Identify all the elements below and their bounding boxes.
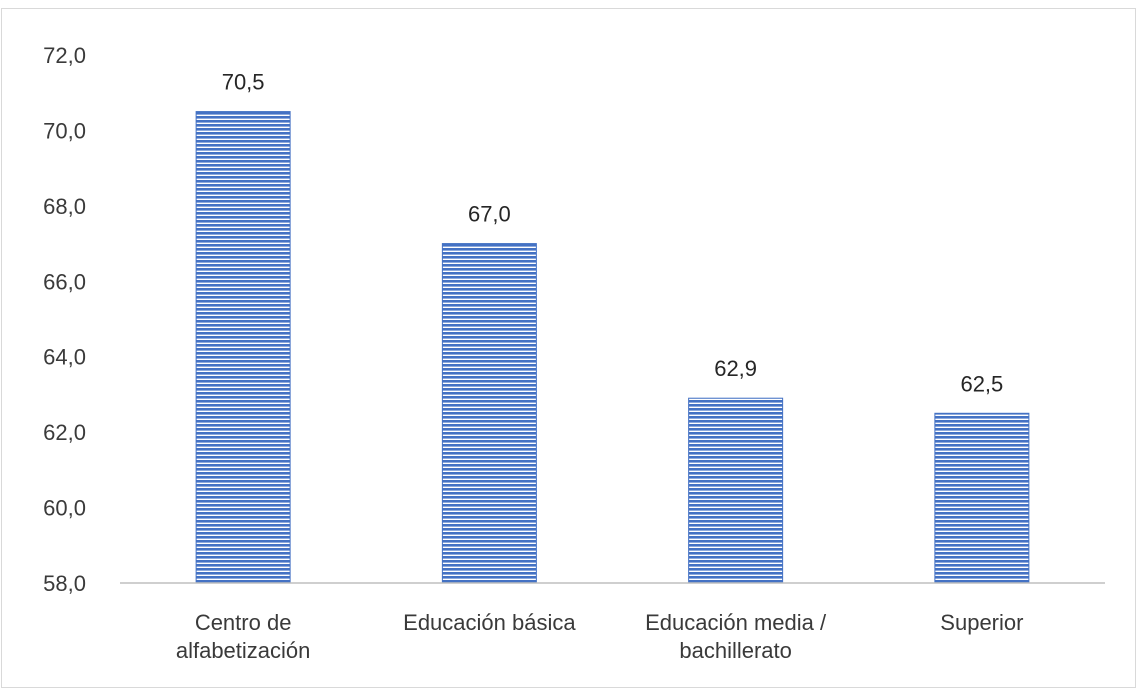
x-tick-label-line: Educación básica	[403, 610, 576, 635]
y-tick-label: 68,0	[43, 194, 86, 219]
y-tick-label: 64,0	[43, 345, 86, 370]
x-tick-label: Educación básica	[403, 610, 576, 635]
x-tick-label: Superior	[940, 610, 1023, 635]
y-tick-label: 70,0	[43, 118, 86, 143]
data-label: 62,9	[714, 356, 757, 381]
y-tick-label: 58,0	[43, 571, 86, 596]
x-tick-label: Centro de alfabetización	[176, 610, 311, 663]
data-label: 67,0	[468, 202, 511, 227]
y-tick-label: 62,0	[43, 420, 86, 445]
y-tick-label: 66,0	[43, 269, 86, 294]
bar	[195, 111, 291, 584]
bar	[441, 243, 537, 584]
bar-chart: 58,0 60,0 62,0 64,0 66,0 68,0 70,0 72,0 70,5 67,…	[43, 43, 1105, 663]
x-tick-label-line: Superior	[940, 610, 1023, 635]
x-tick-label-line: Centro de	[195, 610, 292, 635]
y-tick-label: 60,0	[43, 496, 86, 521]
x-axis: Centro de alfabetización Educación básica E…	[120, 582, 1105, 663]
x-tick-label-line: alfabetización	[176, 638, 311, 663]
bar	[688, 397, 784, 584]
y-tick-label: 72,0	[43, 43, 86, 68]
bars	[195, 111, 1030, 584]
x-tick-label-line: bachillerato	[679, 638, 792, 663]
bar	[934, 412, 1030, 584]
data-label: 62,5	[960, 371, 1003, 396]
data-label: 70,5	[222, 70, 265, 95]
data-labels: 70,5 67,0 62,9 62,5	[222, 70, 1004, 397]
x-tick-label: Educación media / bachillerato	[645, 610, 827, 663]
x-tick-label-line: Educación media /	[645, 610, 827, 635]
y-axis: 58,0 60,0 62,0 64,0 66,0 68,0 70,0 72,0	[43, 43, 86, 596]
